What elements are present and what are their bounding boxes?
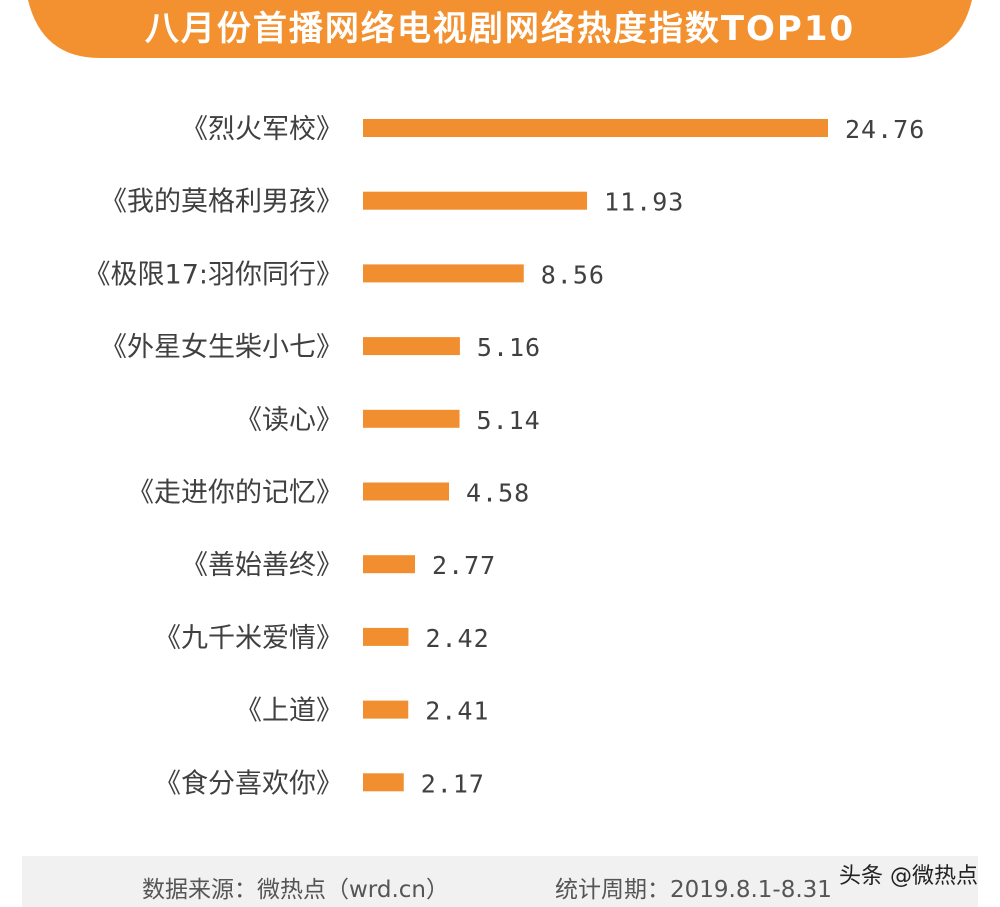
category-label: 《九千米爱情》 <box>154 623 343 654</box>
category-label: 《外星女生柴小七》 <box>100 332 343 363</box>
bar <box>363 773 404 792</box>
category-label: 《走进你的记忆》 <box>127 478 343 509</box>
title-banner: 八月份首播网络电视剧网络热度指数TOP10 <box>0 0 1000 58</box>
bar <box>363 482 450 501</box>
bar <box>363 119 828 137</box>
category-label: 《食分喜欢你》 <box>154 768 343 799</box>
value-label: 5.14 <box>477 406 541 435</box>
bar <box>363 264 524 283</box>
value-label: 11.93 <box>604 188 684 217</box>
category-label: 《极限17:羽你同行》 <box>84 259 343 290</box>
period-note: 统计周期：2019.8.1-8.31 <box>555 877 832 903</box>
value-label: 2.77 <box>432 551 496 580</box>
category-label: 《上道》 <box>235 696 343 727</box>
bar <box>363 555 416 574</box>
value-label: 2.41 <box>425 697 489 726</box>
category-label: 《善始善终》 <box>181 550 343 581</box>
chart-title: 八月份首播网络电视剧网络热度指数TOP10 <box>144 9 856 49</box>
category-label: 《我的莫格利男孩》 <box>100 187 343 218</box>
title-banner-shape <box>28 0 972 58</box>
value-label: 4.58 <box>466 479 530 508</box>
bar <box>363 337 460 356</box>
value-label: 2.17 <box>421 769 485 798</box>
bar-chart: 《烈火军校》 24.76 《我的莫格利男孩》 11.93 《极限17:羽你同行》 8.56… <box>84 114 925 799</box>
bar <box>363 409 460 428</box>
footer-bar: 数据来源：微热点（wrd.cn） 统计周期：2019.8.1-8.31 <box>22 856 978 907</box>
bar <box>363 700 409 719</box>
bar <box>363 191 588 210</box>
value-label: 2.42 <box>425 624 489 653</box>
watermark: 头条 @微热点 <box>839 864 978 889</box>
bar <box>363 627 409 646</box>
data-source-note: 数据来源：微热点（wrd.cn） <box>142 877 449 903</box>
value-label: 8.56 <box>541 260 605 289</box>
category-label: 《读心》 <box>235 405 343 436</box>
value-label: 5.16 <box>477 333 541 362</box>
value-label: 24.76 <box>845 115 925 144</box>
category-label: 《烈火军校》 <box>181 114 343 145</box>
